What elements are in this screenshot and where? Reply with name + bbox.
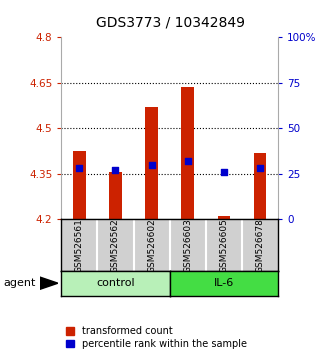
Bar bbox=[145, 107, 158, 219]
Point bbox=[77, 166, 82, 171]
Text: control: control bbox=[96, 278, 135, 288]
Text: GSM526561: GSM526561 bbox=[75, 218, 84, 273]
Text: IL-6: IL-6 bbox=[214, 278, 234, 288]
Text: GSM526605: GSM526605 bbox=[219, 218, 228, 273]
Bar bbox=[254, 153, 266, 219]
Point bbox=[113, 167, 118, 173]
Point bbox=[149, 162, 154, 168]
Text: agent: agent bbox=[3, 278, 36, 288]
Bar bbox=[217, 216, 230, 219]
Text: GDS3773 / 10342849: GDS3773 / 10342849 bbox=[96, 16, 245, 30]
Bar bbox=[181, 87, 194, 219]
Point bbox=[221, 169, 226, 175]
Bar bbox=[73, 151, 86, 219]
Legend: transformed count, percentile rank within the sample: transformed count, percentile rank withi… bbox=[66, 326, 247, 349]
Text: GSM526602: GSM526602 bbox=[147, 218, 156, 273]
Point bbox=[257, 166, 262, 171]
Bar bbox=[109, 172, 122, 219]
Text: GSM526562: GSM526562 bbox=[111, 218, 120, 273]
Polygon shape bbox=[40, 277, 58, 290]
Text: GSM526678: GSM526678 bbox=[256, 218, 264, 273]
Text: GSM526603: GSM526603 bbox=[183, 218, 192, 273]
Point bbox=[185, 158, 190, 164]
